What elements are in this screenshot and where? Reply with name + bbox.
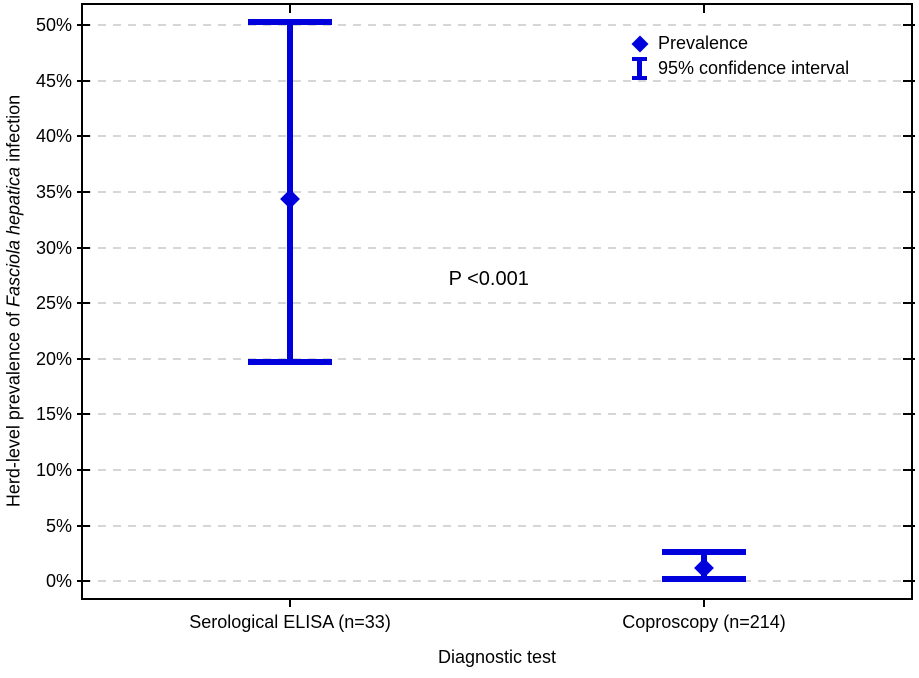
ci-cap-top: [248, 18, 332, 25]
y-axis-tick-right: [903, 135, 915, 138]
legend-icon-col: [631, 57, 648, 80]
gridline: [83, 413, 911, 416]
gridline: [83, 469, 911, 472]
y-axis-tick-left: [77, 413, 90, 416]
y-tick-label: 25%: [35, 293, 72, 314]
y-axis-tick-left: [77, 580, 90, 583]
gridline: [83, 302, 911, 305]
x-axis-tick-top: [289, 5, 291, 13]
y-axis-tick-left: [77, 135, 90, 138]
y-axis-tick-left: [77, 190, 90, 193]
y-tick-label: 30%: [35, 237, 72, 258]
y-axis-tick-left: [77, 469, 90, 472]
ci-cap-bottom: [248, 359, 332, 366]
y-axis-tick-right: [903, 524, 915, 527]
prevalence-marker: [694, 558, 714, 578]
y-tick-label: 50%: [35, 15, 72, 36]
y-axis-tick-right: [903, 469, 915, 472]
y-axis-tick-left: [77, 24, 90, 27]
y-axis-tick-right: [903, 79, 915, 82]
y-axis-tick-right: [903, 413, 915, 416]
y-axis-tick-left: [77, 302, 90, 305]
y-axis-tick-right: [903, 302, 915, 305]
y-axis-tick-left: [77, 246, 90, 249]
y-axis-tick-right: [903, 246, 915, 249]
gridline: [83, 190, 911, 193]
y-tick-label: 15%: [35, 404, 72, 425]
legend-label-prevalence: Prevalence: [658, 33, 749, 53]
plot-area: [81, 3, 913, 600]
diamond-marker-icon: [631, 35, 648, 52]
gridline: [83, 135, 911, 138]
y-axis-tick-left: [77, 79, 90, 82]
legend: Prevalence 95% confidence interval: [631, 31, 849, 81]
legend-icon-col: [631, 35, 648, 52]
y-tick-label: 40%: [35, 126, 72, 147]
gridline: [83, 79, 911, 82]
gridline: [83, 246, 911, 249]
ci-cap-top: [662, 549, 746, 556]
y-tick-label: 10%: [35, 460, 72, 481]
p-value-annotation: P <0.001: [448, 267, 529, 290]
x-tick-label: Serological ELISA (n=33): [189, 612, 391, 632]
y-axis-tick-right: [903, 357, 915, 360]
x-axis-tick-bottom: [289, 598, 291, 607]
gridline: [83, 524, 911, 527]
y-axis-tick-right: [903, 580, 915, 583]
y-tick-label: 20%: [35, 348, 72, 369]
error-bar-icon: [632, 57, 647, 80]
y-tick-label: 5%: [45, 515, 72, 536]
x-axis-title: Diagnostic test: [437, 647, 557, 667]
y-axis-tick-left: [77, 357, 90, 360]
gridline: [83, 24, 911, 27]
gridline: [83, 357, 911, 360]
x-axis-tick-top: [703, 5, 705, 13]
legend-item-prevalence: Prevalence: [631, 31, 849, 56]
legend-item-confidence-interval: 95% confidence interval: [631, 56, 849, 81]
y-axis-tick-left: [77, 524, 90, 527]
y-tick-label: 35%: [35, 181, 72, 202]
y-tick-label: 45%: [35, 70, 72, 91]
ci-cap-bottom: [662, 576, 746, 583]
gridline: [83, 580, 911, 583]
x-tick-label: Coproscopy (n=214): [622, 612, 786, 632]
y-axis-tick-right: [903, 24, 915, 27]
legend-label-confidence-interval: 95% confidence interval: [658, 58, 850, 78]
y-tick-label: 0%: [45, 571, 72, 592]
x-axis-tick-bottom: [703, 598, 705, 607]
y-axis-tick-right: [903, 190, 915, 193]
